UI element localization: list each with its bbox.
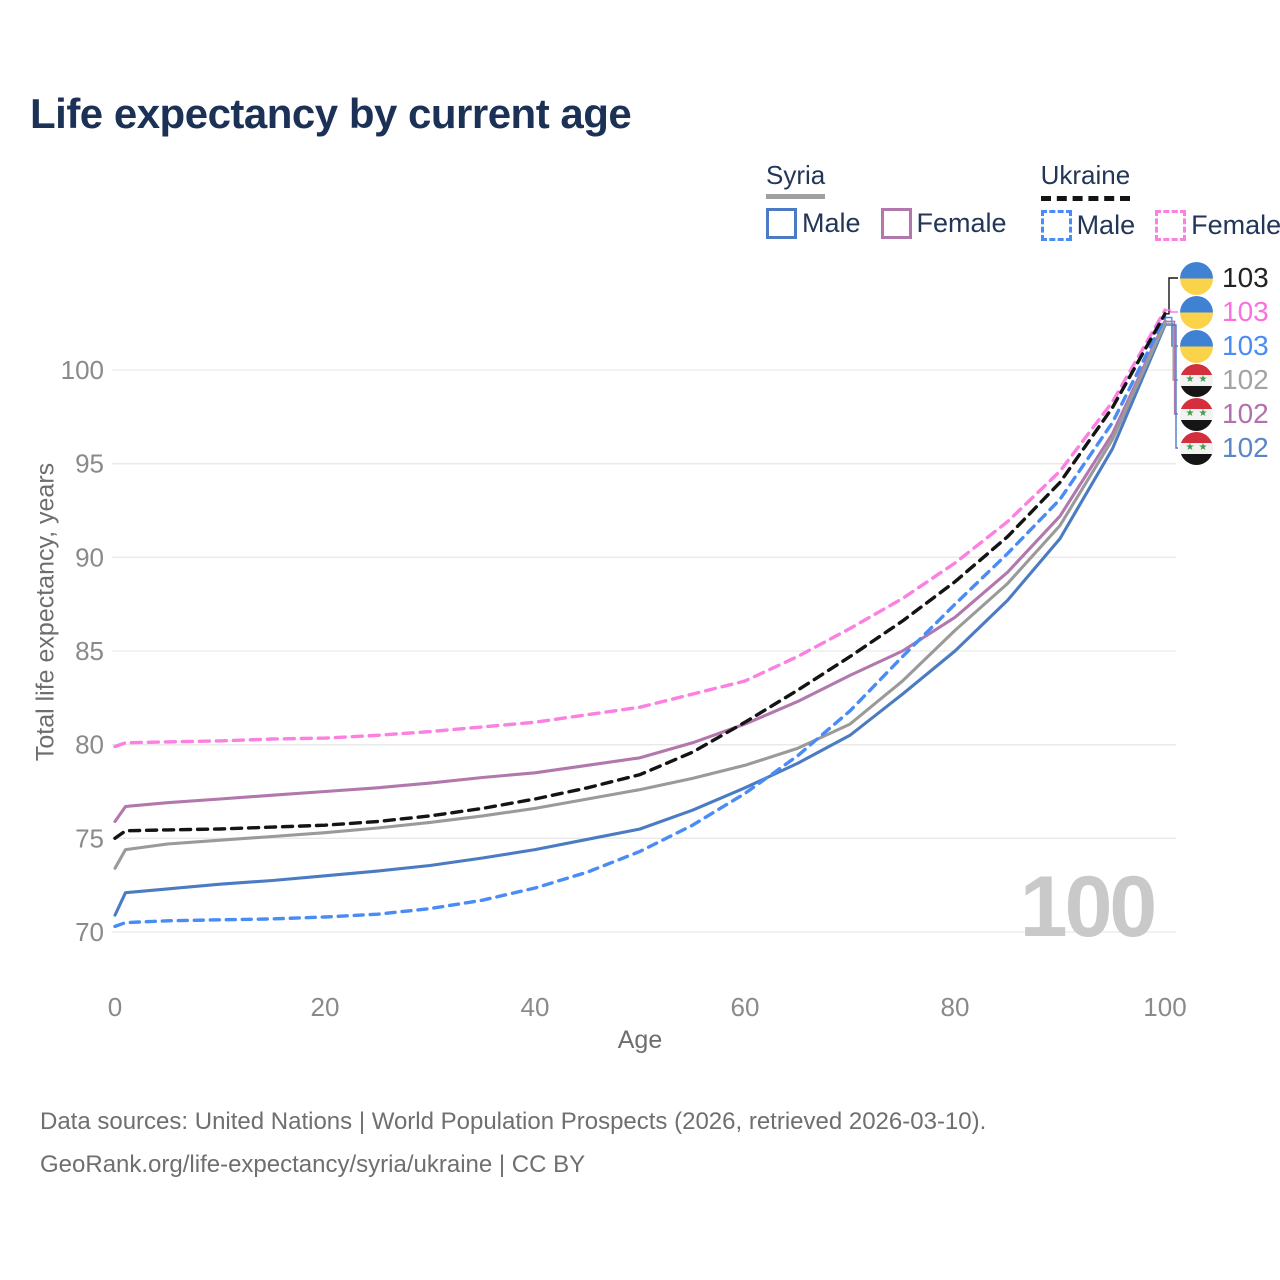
syria-female-swatch-icon	[880, 208, 912, 239]
page-title: Life expectancy by current age	[30, 90, 632, 137]
legend-items-ukraine: Male Female	[1040, 210, 1280, 241]
age-watermark: 100	[1019, 859, 1158, 955]
series-line-sy-male[interactable]	[113, 323, 1167, 917]
ukraine-female-swatch-icon	[1155, 210, 1187, 241]
legend-item-label: Female	[1191, 210, 1280, 240]
series-line-sy-total[interactable]	[113, 321, 1167, 870]
x-tick-label: 0	[108, 992, 122, 1022]
footer-attribution: GeoRank.org/life-expectancy/syria/ukrain…	[40, 1151, 586, 1178]
series-line-ua-male[interactable]	[113, 315, 1167, 929]
legend-group-title: Ukraine	[1040, 160, 1131, 190]
x-tick-label: 40	[521, 992, 550, 1022]
legend-group-syria: Syria Male Female	[766, 160, 1007, 241]
legend-group-ukraine-header: Ukraine	[1040, 160, 1131, 201]
legend: Syria Male Female Ukraine	[766, 160, 1280, 241]
x-tick-label: 80	[941, 992, 970, 1022]
leader-line-sy-male	[1166, 324, 1178, 449]
legend-item-label: Male	[802, 208, 861, 238]
ukraine-male-swatch-icon	[1040, 210, 1072, 241]
series-line-ua-total[interactable]	[113, 312, 1167, 840]
y-tick-label: 80	[75, 730, 104, 760]
series-line-sy-female[interactable]	[113, 319, 1167, 824]
legend-item-syria-female[interactable]: Female	[880, 208, 1007, 239]
y-tick-label: 85	[75, 636, 104, 666]
y-tick-label: 95	[75, 449, 104, 479]
legend-item-syria-male[interactable]: Male	[766, 208, 861, 239]
x-tick-label: 60	[731, 992, 760, 1022]
syria-male-swatch-icon	[766, 208, 797, 239]
y-tick-label: 100	[61, 355, 104, 385]
x-axis-title: Age	[617, 1026, 663, 1054]
y-axis-title: Total life expectancy, years	[31, 462, 60, 762]
legend-item-label: Male	[1076, 210, 1136, 240]
y-tick-label: 90	[75, 542, 104, 572]
leader-line-ua-total	[1166, 277, 1178, 315]
y-tick-label: 70	[75, 917, 104, 947]
x-tick-label: 100	[1143, 992, 1186, 1022]
y-tick-label: 75	[75, 823, 104, 853]
x-tick-label: 20	[311, 992, 340, 1022]
syria-solid-line-sample	[766, 194, 826, 199]
legend-items-syria: Male Female	[766, 208, 1007, 239]
legend-group-title: Syria	[766, 160, 826, 190]
series-line-ua-female[interactable]	[113, 308, 1167, 749]
footer: Data sources: United Nations | World Pop…	[40, 1108, 986, 1194]
legend-item-ukraine-female[interactable]: Female	[1155, 210, 1280, 241]
legend-item-ukraine-male[interactable]: Male	[1040, 210, 1136, 241]
ukraine-dashed-line-sample	[1040, 196, 1131, 201]
legend-group-ukraine: Ukraine Male Female	[1040, 160, 1280, 241]
footer-sources: Data sources: United Nations | World Pop…	[40, 1108, 987, 1135]
leader-line-ua-female	[1166, 309, 1178, 313]
legend-item-label: Female	[916, 208, 1007, 238]
legend-group-syria-header: Syria	[766, 160, 826, 199]
